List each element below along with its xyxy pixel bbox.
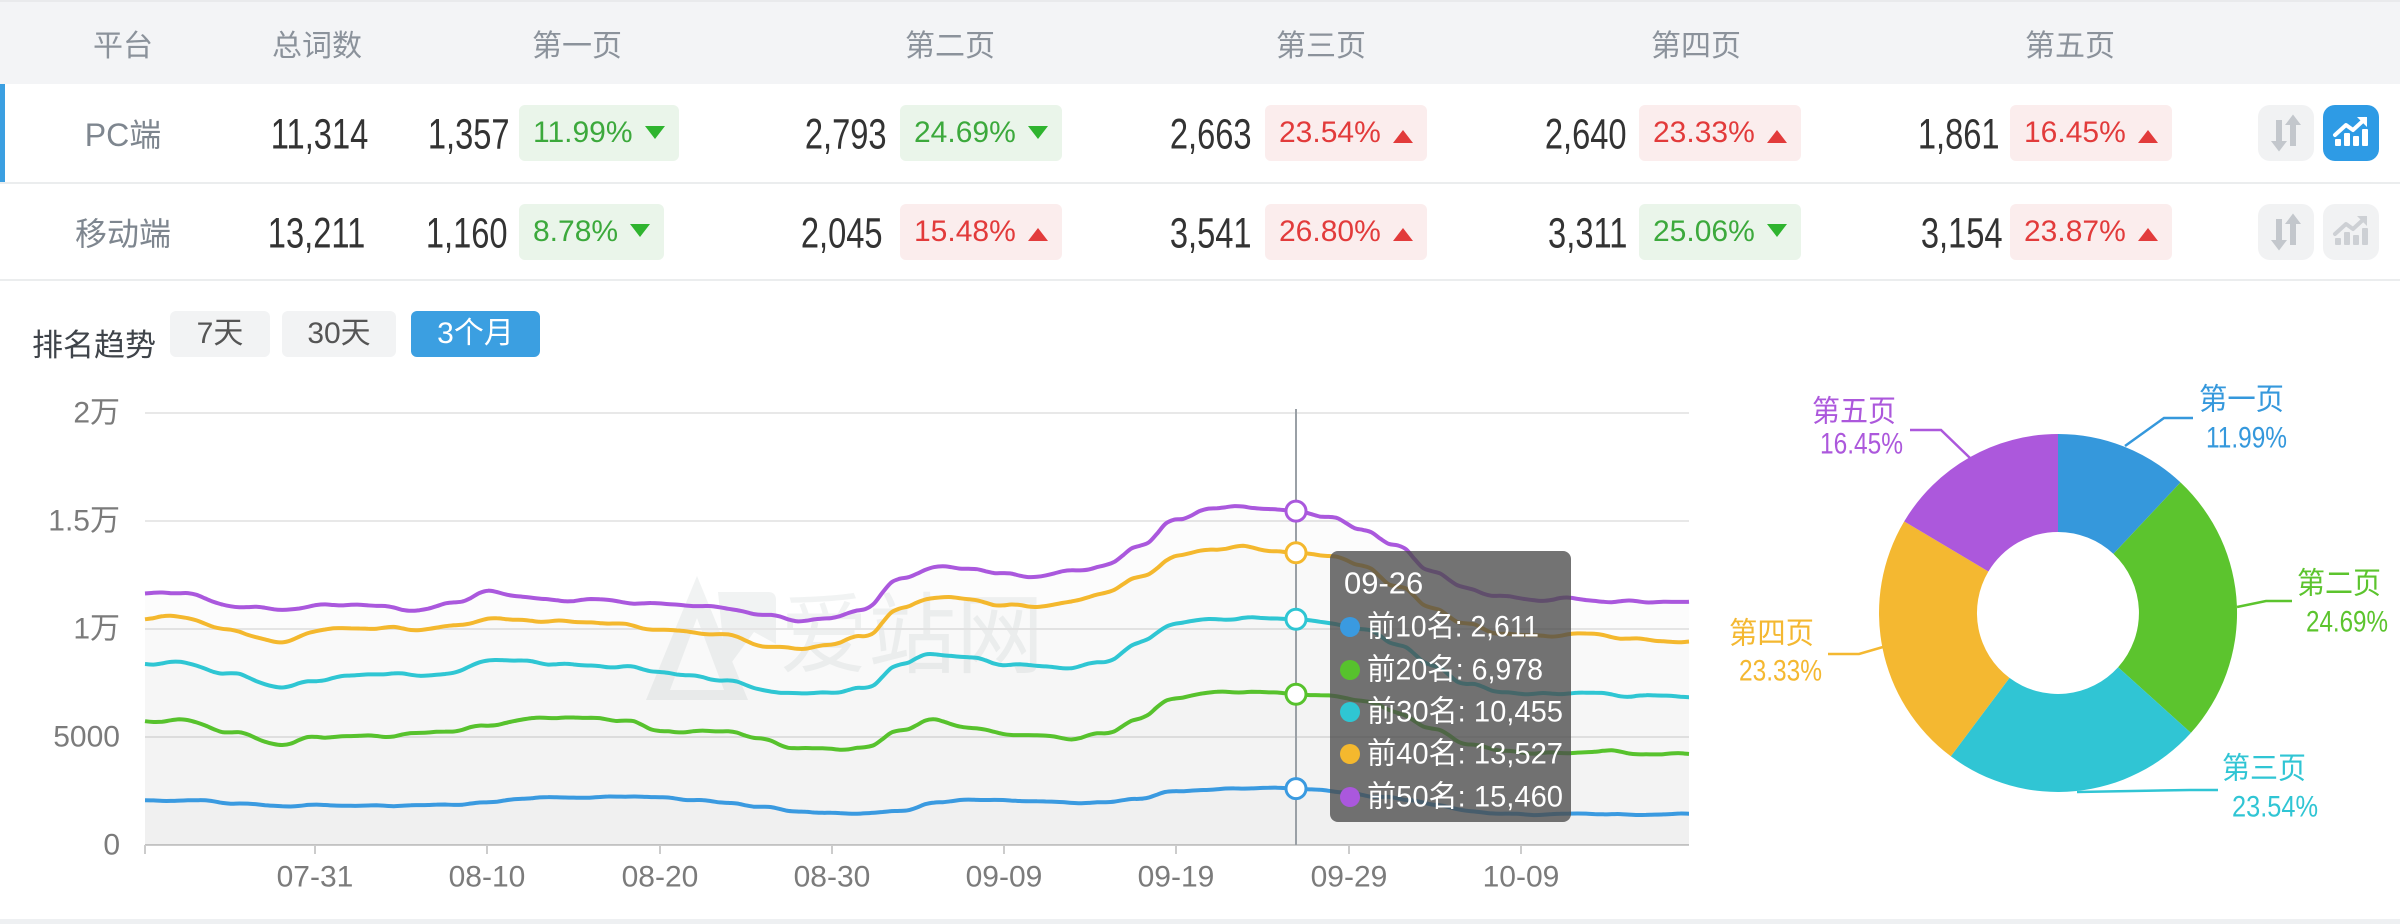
svg-text:08-30: 08-30: [794, 861, 871, 894]
svg-text:第四页: 第四页: [1729, 618, 1814, 651]
svg-text:08-20: 08-20: [622, 861, 699, 894]
svg-text:09-29: 09-29: [1311, 861, 1388, 894]
svg-text:11.99%: 11.99%: [2206, 422, 2287, 455]
svg-text:前20名: 6,978: 前20名: 6,978: [1367, 654, 1543, 687]
svg-text:09-09: 09-09: [966, 861, 1043, 894]
svg-text:前30名: 10,455: 前30名: 10,455: [1367, 696, 1563, 729]
svg-text:2万: 2万: [73, 397, 120, 430]
svg-text:第五页: 第五页: [1812, 396, 1896, 429]
svg-text:第二页: 第二页: [2297, 568, 2381, 601]
svg-text:23.54%: 23.54%: [2232, 791, 2318, 824]
svg-text:前10名: 2,611: 前10名: 2,611: [1367, 611, 1539, 644]
svg-text:1.5万: 1.5万: [48, 505, 120, 538]
svg-text:5000: 5000: [53, 721, 120, 754]
svg-text:24.69%: 24.69%: [2306, 606, 2388, 639]
svg-text:07-31: 07-31: [277, 861, 354, 894]
svg-text:0: 0: [103, 829, 120, 862]
svg-text:第一页: 第一页: [2199, 384, 2284, 417]
svg-text:08-10: 08-10: [449, 861, 526, 894]
svg-text:前40名: 13,527: 前40名: 13,527: [1367, 738, 1563, 771]
svg-text:前50名: 15,460: 前50名: 15,460: [1367, 781, 1563, 814]
svg-text:1万: 1万: [73, 613, 120, 646]
svg-text:09-26: 09-26: [1344, 566, 1423, 601]
svg-text:第三页: 第三页: [2222, 753, 2306, 786]
svg-text:09-19: 09-19: [1138, 861, 1215, 894]
svg-text:23.33%: 23.33%: [1739, 655, 1822, 688]
svg-text:爱站网: 爱站网: [780, 586, 1044, 685]
svg-text:10-09: 10-09: [1483, 861, 1560, 894]
svg-text:16.45%: 16.45%: [1820, 428, 1903, 461]
